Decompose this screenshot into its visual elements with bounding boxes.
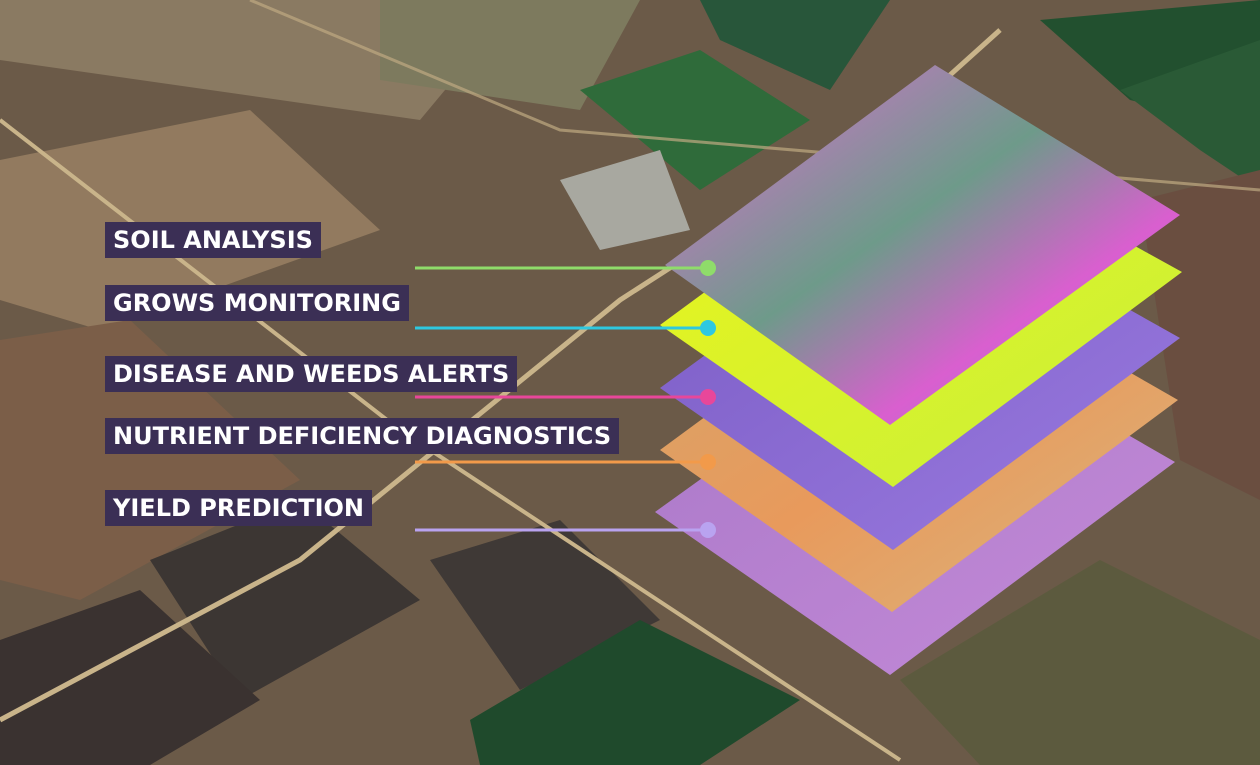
layer-label: NUTRIENT DEFICIENCY DIAGNOSTICS	[105, 418, 620, 454]
layer-label: YIELD PREDICTION	[105, 490, 372, 526]
connector-dot	[700, 522, 716, 538]
connector-dot	[700, 389, 716, 405]
data-layers	[655, 65, 1182, 675]
layer-label: GROWS MONITORING	[105, 285, 409, 321]
layer-label: DISEASE AND WEEDS ALERTS	[105, 356, 518, 392]
connector-dot	[700, 320, 716, 336]
connector-dot	[700, 260, 716, 276]
layer-soil	[665, 65, 1180, 425]
layer-label: SOIL ANALYSIS	[105, 222, 321, 258]
connectors	[415, 260, 716, 538]
connector-dot	[700, 454, 716, 470]
